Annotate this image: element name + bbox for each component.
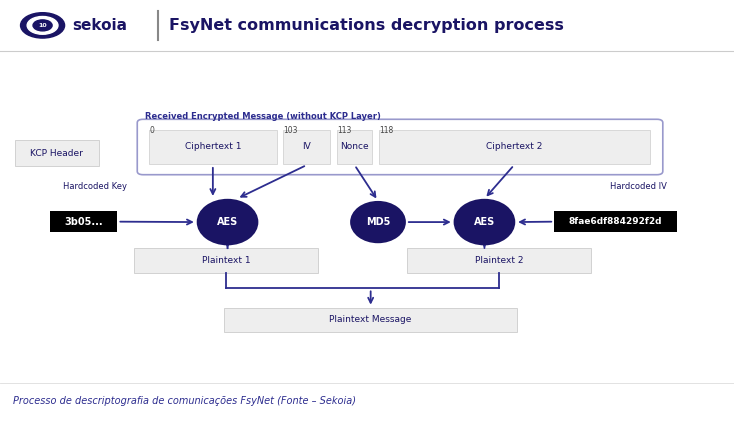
Text: AES: AES [474, 217, 495, 227]
FancyBboxPatch shape [379, 130, 650, 164]
Ellipse shape [197, 199, 258, 245]
Text: Plaintext 1: Plaintext 1 [202, 256, 250, 265]
Text: sekoia: sekoia [72, 18, 127, 33]
Text: Nonce: Nonce [341, 143, 368, 151]
Text: 103: 103 [283, 126, 298, 135]
Text: Received Encrypted Message (without KCP Layer): Received Encrypted Message (without KCP … [145, 113, 380, 121]
Ellipse shape [350, 201, 406, 243]
Text: 10: 10 [38, 23, 47, 28]
FancyBboxPatch shape [337, 130, 372, 164]
FancyBboxPatch shape [224, 308, 517, 332]
FancyBboxPatch shape [149, 130, 277, 164]
FancyBboxPatch shape [283, 130, 330, 164]
Text: Hardcoded IV: Hardcoded IV [610, 181, 667, 191]
FancyBboxPatch shape [554, 212, 677, 232]
Text: KCP Header: KCP Header [30, 148, 84, 158]
Text: Plaintext 2: Plaintext 2 [475, 256, 523, 265]
Text: MD5: MD5 [366, 217, 390, 227]
Text: Processo de descriptografia de comunicações FsyNet (Fonte – Sekoia): Processo de descriptografia de comunicaç… [13, 396, 356, 406]
Text: IV: IV [302, 143, 311, 151]
FancyBboxPatch shape [137, 119, 663, 175]
Text: FsyNet communications decryption process: FsyNet communications decryption process [169, 18, 564, 33]
Text: 0: 0 [149, 126, 154, 135]
Text: 8fae6df884292f2d: 8fae6df884292f2d [569, 217, 662, 226]
FancyBboxPatch shape [50, 212, 117, 232]
Text: Hardcoded Key: Hardcoded Key [63, 181, 128, 191]
Circle shape [21, 13, 65, 38]
Text: 118: 118 [379, 126, 393, 135]
Text: AES: AES [217, 217, 238, 227]
Text: 3b05...: 3b05... [65, 217, 103, 227]
Text: 113: 113 [337, 126, 352, 135]
Text: Ciphertext 2: Ciphertext 2 [486, 143, 542, 151]
Circle shape [27, 16, 58, 34]
FancyBboxPatch shape [15, 140, 99, 166]
FancyBboxPatch shape [134, 248, 318, 273]
Circle shape [33, 20, 52, 31]
Ellipse shape [454, 199, 515, 245]
FancyBboxPatch shape [407, 248, 591, 273]
Text: Ciphertext 1: Ciphertext 1 [185, 143, 241, 151]
Text: Plaintext Message: Plaintext Message [330, 315, 412, 324]
